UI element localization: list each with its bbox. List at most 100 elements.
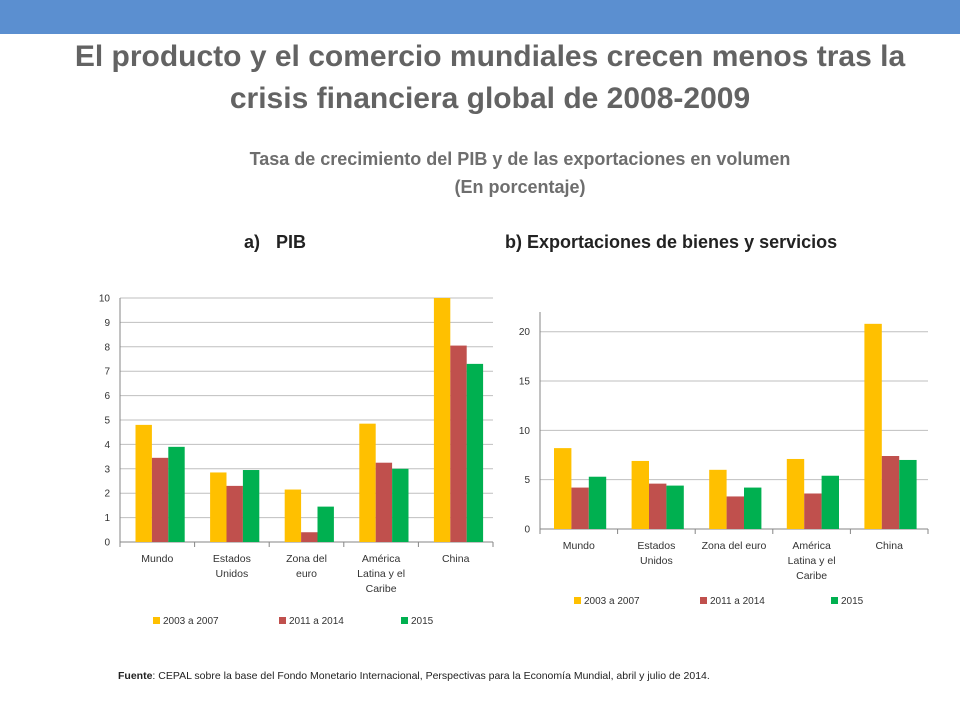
y-tick-label: 9 [104, 318, 110, 329]
y-tick-label: 5 [524, 475, 530, 486]
subtitle-line-2: (En porcentaje) [454, 177, 586, 197]
bar-pib-s1-c4 [359, 423, 376, 542]
bar-exportaciones-s3-c5 [899, 459, 917, 529]
y-tick-label: 2 [104, 489, 110, 500]
bar-exportaciones-s3-c2 [666, 485, 684, 529]
legend-swatch [401, 617, 408, 624]
bar-pib-s3-c3 [317, 506, 334, 542]
x-category-label-line: euro [296, 568, 317, 580]
chart-subtitle: Tasa de crecimiento del PIB y de las exp… [160, 145, 880, 201]
x-category-label: América Latina y el Caribe [788, 540, 836, 582]
x-category-label-line: Mundo [141, 553, 173, 565]
y-tick-label: 4 [104, 440, 110, 451]
source-label: Fuente [118, 670, 153, 682]
bar-exportaciones-s1-c1 [554, 448, 572, 529]
legend-swatch [574, 597, 581, 604]
page-title-line-2: crisis financiera global de 2008-2009 [229, 82, 751, 115]
legend-label: 2015 [841, 596, 864, 607]
bar-pib-s1-c5 [433, 298, 451, 542]
bar-pib-s2-c4 [375, 462, 393, 542]
legend-swatch [831, 597, 838, 604]
bar-pib-s1-c2 [210, 472, 227, 542]
x-category-label: Mundo [563, 540, 595, 552]
y-tick-label: 10 [519, 426, 531, 437]
bar-pib-s3-c4 [392, 468, 409, 542]
bar-exportaciones-s2-c5 [881, 456, 900, 529]
x-category-label-line: Estados [637, 540, 675, 552]
y-tick-label: 5 [104, 416, 110, 427]
x-category-label-line: Unidos [640, 555, 673, 567]
bar-pib-s3-c5 [466, 363, 484, 542]
legend-label: 2011 a 2014 [710, 596, 765, 607]
bar-exportaciones-s1-c5 [864, 323, 882, 529]
subtitle-line-1: Tasa de crecimiento del PIB y de las exp… [249, 149, 791, 169]
x-category-label: China [442, 553, 470, 565]
panel-a-label: a) [244, 232, 261, 252]
x-category-label: Zona del euro [286, 553, 327, 580]
page-title: El producto y el comercio mundiales crec… [40, 36, 940, 120]
x-category-label: Mundo [141, 553, 173, 565]
bar-exportaciones-s2-c4 [804, 493, 822, 529]
bar-pib-s3-c1 [168, 446, 185, 542]
bar-exportaciones-s2-c2 [649, 483, 667, 529]
legend-swatch [700, 597, 707, 604]
y-tick-label: 7 [104, 367, 110, 378]
x-category-label-line: Zona del euro [702, 540, 767, 552]
x-category-label: China [875, 540, 903, 552]
legend-swatch [153, 617, 160, 624]
chart-exportaciones: 0 5 10 15 20 Mundo Estados Unidos Zona del euro A… [519, 312, 929, 607]
source-text: : CEPAL sobre la base del Fondo Monetari… [152, 670, 710, 682]
x-category-label-line: Estados [213, 553, 251, 565]
x-category-label: América Latina y el Caribe [357, 553, 405, 595]
bar-pib-s1-c3 [284, 489, 302, 542]
y-tick-label: 0 [104, 538, 110, 549]
x-category-label: Estados Unidos [213, 553, 251, 580]
panel-title-pib: a) PIB [244, 232, 306, 253]
panel-title-exportaciones: b) Exportaciones de bienes y servicios [505, 232, 838, 252]
chart-pib: 0 1 2 3 4 5 6 7 8 9 10 Mundo Estados Unidos Zona del eu… [99, 294, 494, 627]
y-tick-label: 15 [519, 377, 531, 388]
bar-pib-s3-c2 [242, 470, 260, 542]
bar-exportaciones-s1-c4 [786, 458, 805, 529]
legend-label: 2003 a 2007 [584, 596, 640, 607]
page-title-line-1: El producto y el comercio mundiales crec… [74, 40, 906, 73]
legend-label: 2011 a 2014 [289, 616, 344, 627]
y-tick-label: 3 [104, 464, 110, 475]
panel-a-title: PIB [276, 232, 307, 252]
bar-pib-s1-c1 [135, 424, 152, 542]
x-category-label-line: China [875, 540, 903, 552]
y-tick-label: 6 [104, 391, 110, 402]
x-category-label-line: Latina y el [357, 568, 405, 580]
y-tick-label: 1 [104, 513, 110, 524]
x-category-label-line: Unidos [216, 568, 249, 580]
legend-swatch [279, 617, 286, 624]
top-accent-bar [0, 0, 960, 34]
x-category-label: Estados Unidos [637, 540, 675, 567]
bar-exportaciones-s3-c1 [588, 476, 607, 529]
bar-exportaciones-s2-c3 [726, 496, 744, 529]
x-category-label-line: Mundo [563, 540, 595, 552]
bar-exportaciones-s1-c2 [631, 460, 649, 529]
bar-pib-s2-c1 [151, 457, 169, 542]
y-tick-label: 0 [524, 525, 530, 536]
x-category-label-line: América [362, 553, 401, 565]
bar-exportaciones-s1-c3 [709, 469, 727, 529]
x-category-label: Zona del euro [702, 540, 767, 552]
y-tick-label: 8 [104, 342, 110, 353]
source-note: Fuente: CEPAL sobre la base del Fondo Mo… [118, 670, 710, 682]
x-category-label-line: Caribe [366, 583, 397, 595]
legend-label: 2003 a 2007 [163, 616, 219, 627]
x-category-label-line: América [792, 540, 831, 552]
legend-label: 2015 [411, 616, 434, 627]
y-tick-label: 10 [99, 294, 111, 305]
x-category-label-line: Zona del [286, 553, 327, 565]
bar-pib-s2-c5 [450, 345, 467, 542]
bar-exportaciones-s2-c1 [571, 487, 589, 529]
x-category-label-line: Latina y el [788, 555, 836, 567]
x-category-label-line: China [442, 553, 470, 565]
bar-pib-s2-c3 [301, 532, 318, 542]
y-tick-label: 20 [519, 327, 531, 338]
bar-pib-s2-c2 [226, 485, 243, 542]
bar-exportaciones-s3-c3 [744, 487, 762, 529]
bar-exportaciones-s3-c4 [821, 475, 839, 529]
